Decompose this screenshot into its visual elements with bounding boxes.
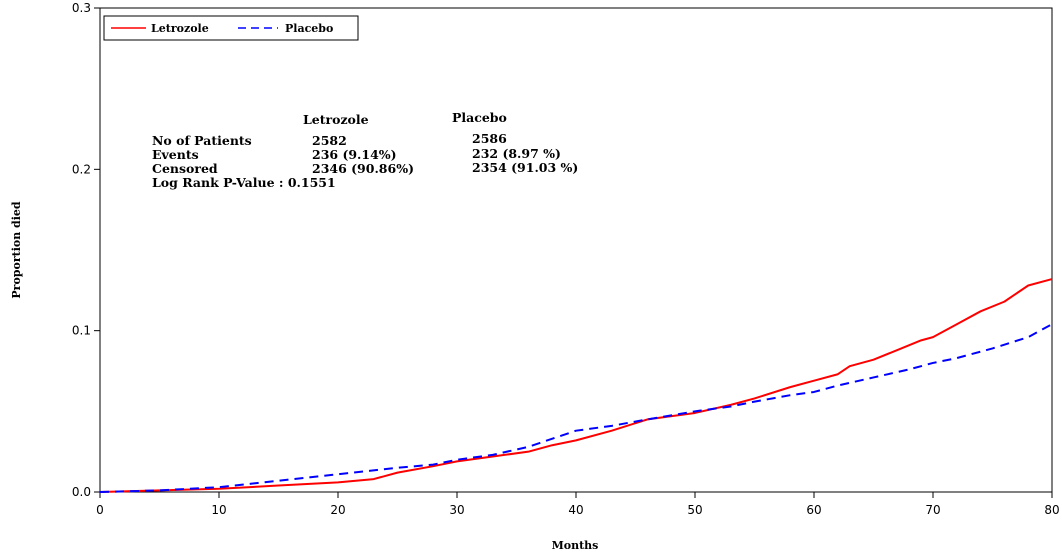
stats-annotation: Letrozole Placebo No of Patients 2582 25… — [152, 110, 578, 190]
stats-row-placebo: 2354 (91.03 %) — [472, 160, 578, 175]
x-tick-label: 60 — [806, 503, 821, 517]
stats-header-letrozole: Letrozole — [303, 112, 369, 127]
legend-label-placebo: Placebo — [285, 22, 333, 35]
x-tick-label: 40 — [568, 503, 583, 517]
stats-logrank: Log Rank P-Value : 0.1551 — [152, 175, 336, 190]
x-tick-label: 80 — [1044, 503, 1059, 517]
x-axis-ticks: 0 10 20 30 40 50 60 70 80 — [96, 492, 1060, 517]
x-tick-label: 70 — [925, 503, 940, 517]
y-axis-ticks: 0.0 0.1 0.2 0.3 — [72, 1, 100, 499]
legend-label-letrozole: Letrozole — [151, 22, 209, 35]
legend-box — [103, 15, 359, 41]
y-tick-label: 0.3 — [72, 1, 91, 15]
stats-row-label: Censored — [152, 161, 218, 176]
series-line-letrozole — [99, 278, 1053, 493]
x-tick-label: 30 — [449, 503, 464, 517]
series-line-placebo — [99, 323, 1053, 493]
stats-row-placebo: 232 (8.97 %) — [472, 146, 561, 161]
stats-row-placebo: 2586 — [472, 131, 507, 146]
y-axis-label: Proportion died — [10, 201, 23, 299]
stats-row-letrozole: 2346 (90.86%) — [312, 161, 414, 176]
y-tick-label: 0.1 — [72, 324, 91, 338]
x-tick-label: 20 — [330, 503, 345, 517]
x-tick-label: 50 — [687, 503, 702, 517]
series-layer — [99, 278, 1053, 493]
stats-row-letrozole: 236 (9.14%) — [312, 147, 397, 162]
stats-row-letrozole: 2582 — [312, 133, 347, 148]
x-tick-label: 0 — [96, 503, 104, 517]
stats-row-label: No of Patients — [152, 133, 252, 148]
stats-row-label: Events — [152, 147, 199, 162]
y-tick-label: 0.2 — [72, 162, 91, 176]
y-tick-label: 0.0 — [72, 485, 91, 499]
x-axis-label: Months — [552, 539, 599, 552]
x-tick-label: 10 — [211, 503, 226, 517]
legend: Letrozole Placebo — [103, 15, 359, 41]
stats-header-placebo: Placebo — [452, 110, 507, 125]
